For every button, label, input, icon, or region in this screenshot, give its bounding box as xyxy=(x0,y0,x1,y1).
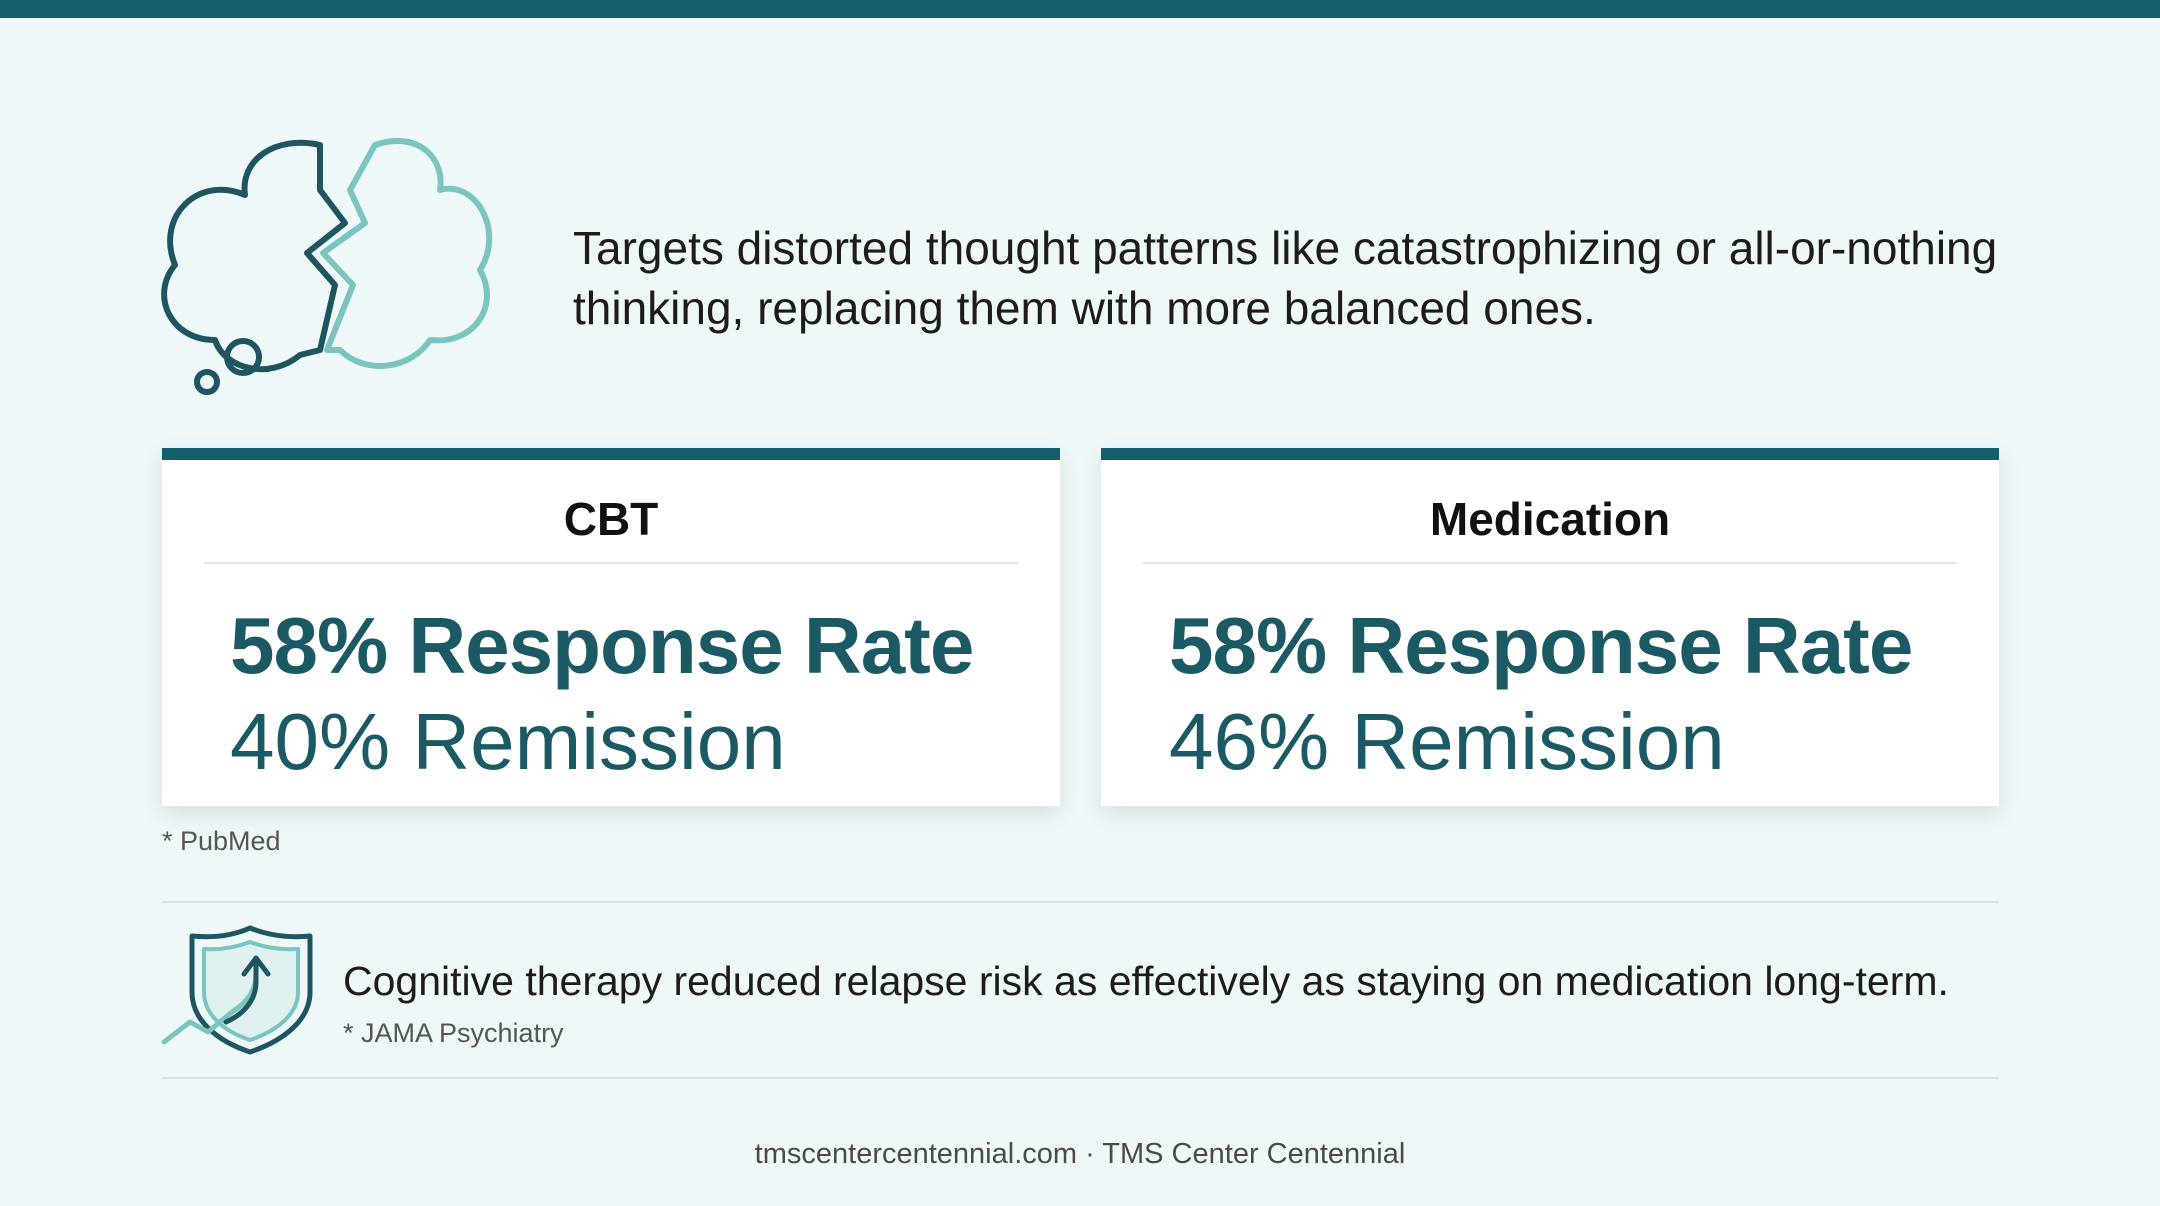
card-title: Medication xyxy=(1429,493,1671,545)
card-divider xyxy=(204,562,1018,564)
top-accent-bar xyxy=(0,0,2160,18)
card-divider xyxy=(1143,562,1957,564)
card-title: CBT xyxy=(563,493,659,545)
relapse-finding: Cognitive therapy reduced relapse risk a… xyxy=(343,958,1949,1004)
cracked-thought-cloud-icon xyxy=(161,138,493,395)
source-citation: * PubMed xyxy=(162,826,281,856)
medication-card: Medication 58% Response Rate 46% Remissi… xyxy=(1101,448,1999,806)
remission-stat: 46% Remission xyxy=(1169,697,1725,786)
section-divider xyxy=(162,901,1999,903)
cbt-card: CBT 58% Response Rate 40% Remission xyxy=(162,448,1060,806)
source-citation: * JAMA Psychiatry xyxy=(343,1018,564,1048)
section-divider xyxy=(162,1077,1999,1079)
response-rate-stat: 58% Response Rate xyxy=(1169,601,1913,690)
remission-stat: 40% Remission xyxy=(230,697,786,786)
intro-description: Targets distorted thought patterns like … xyxy=(573,222,1998,334)
shield-arrow-icon xyxy=(161,925,313,1055)
response-rate-stat: 58% Response Rate xyxy=(230,601,974,690)
footer-credit: tmscentercentennial.com · TMS Center Cen… xyxy=(754,1138,1406,1170)
